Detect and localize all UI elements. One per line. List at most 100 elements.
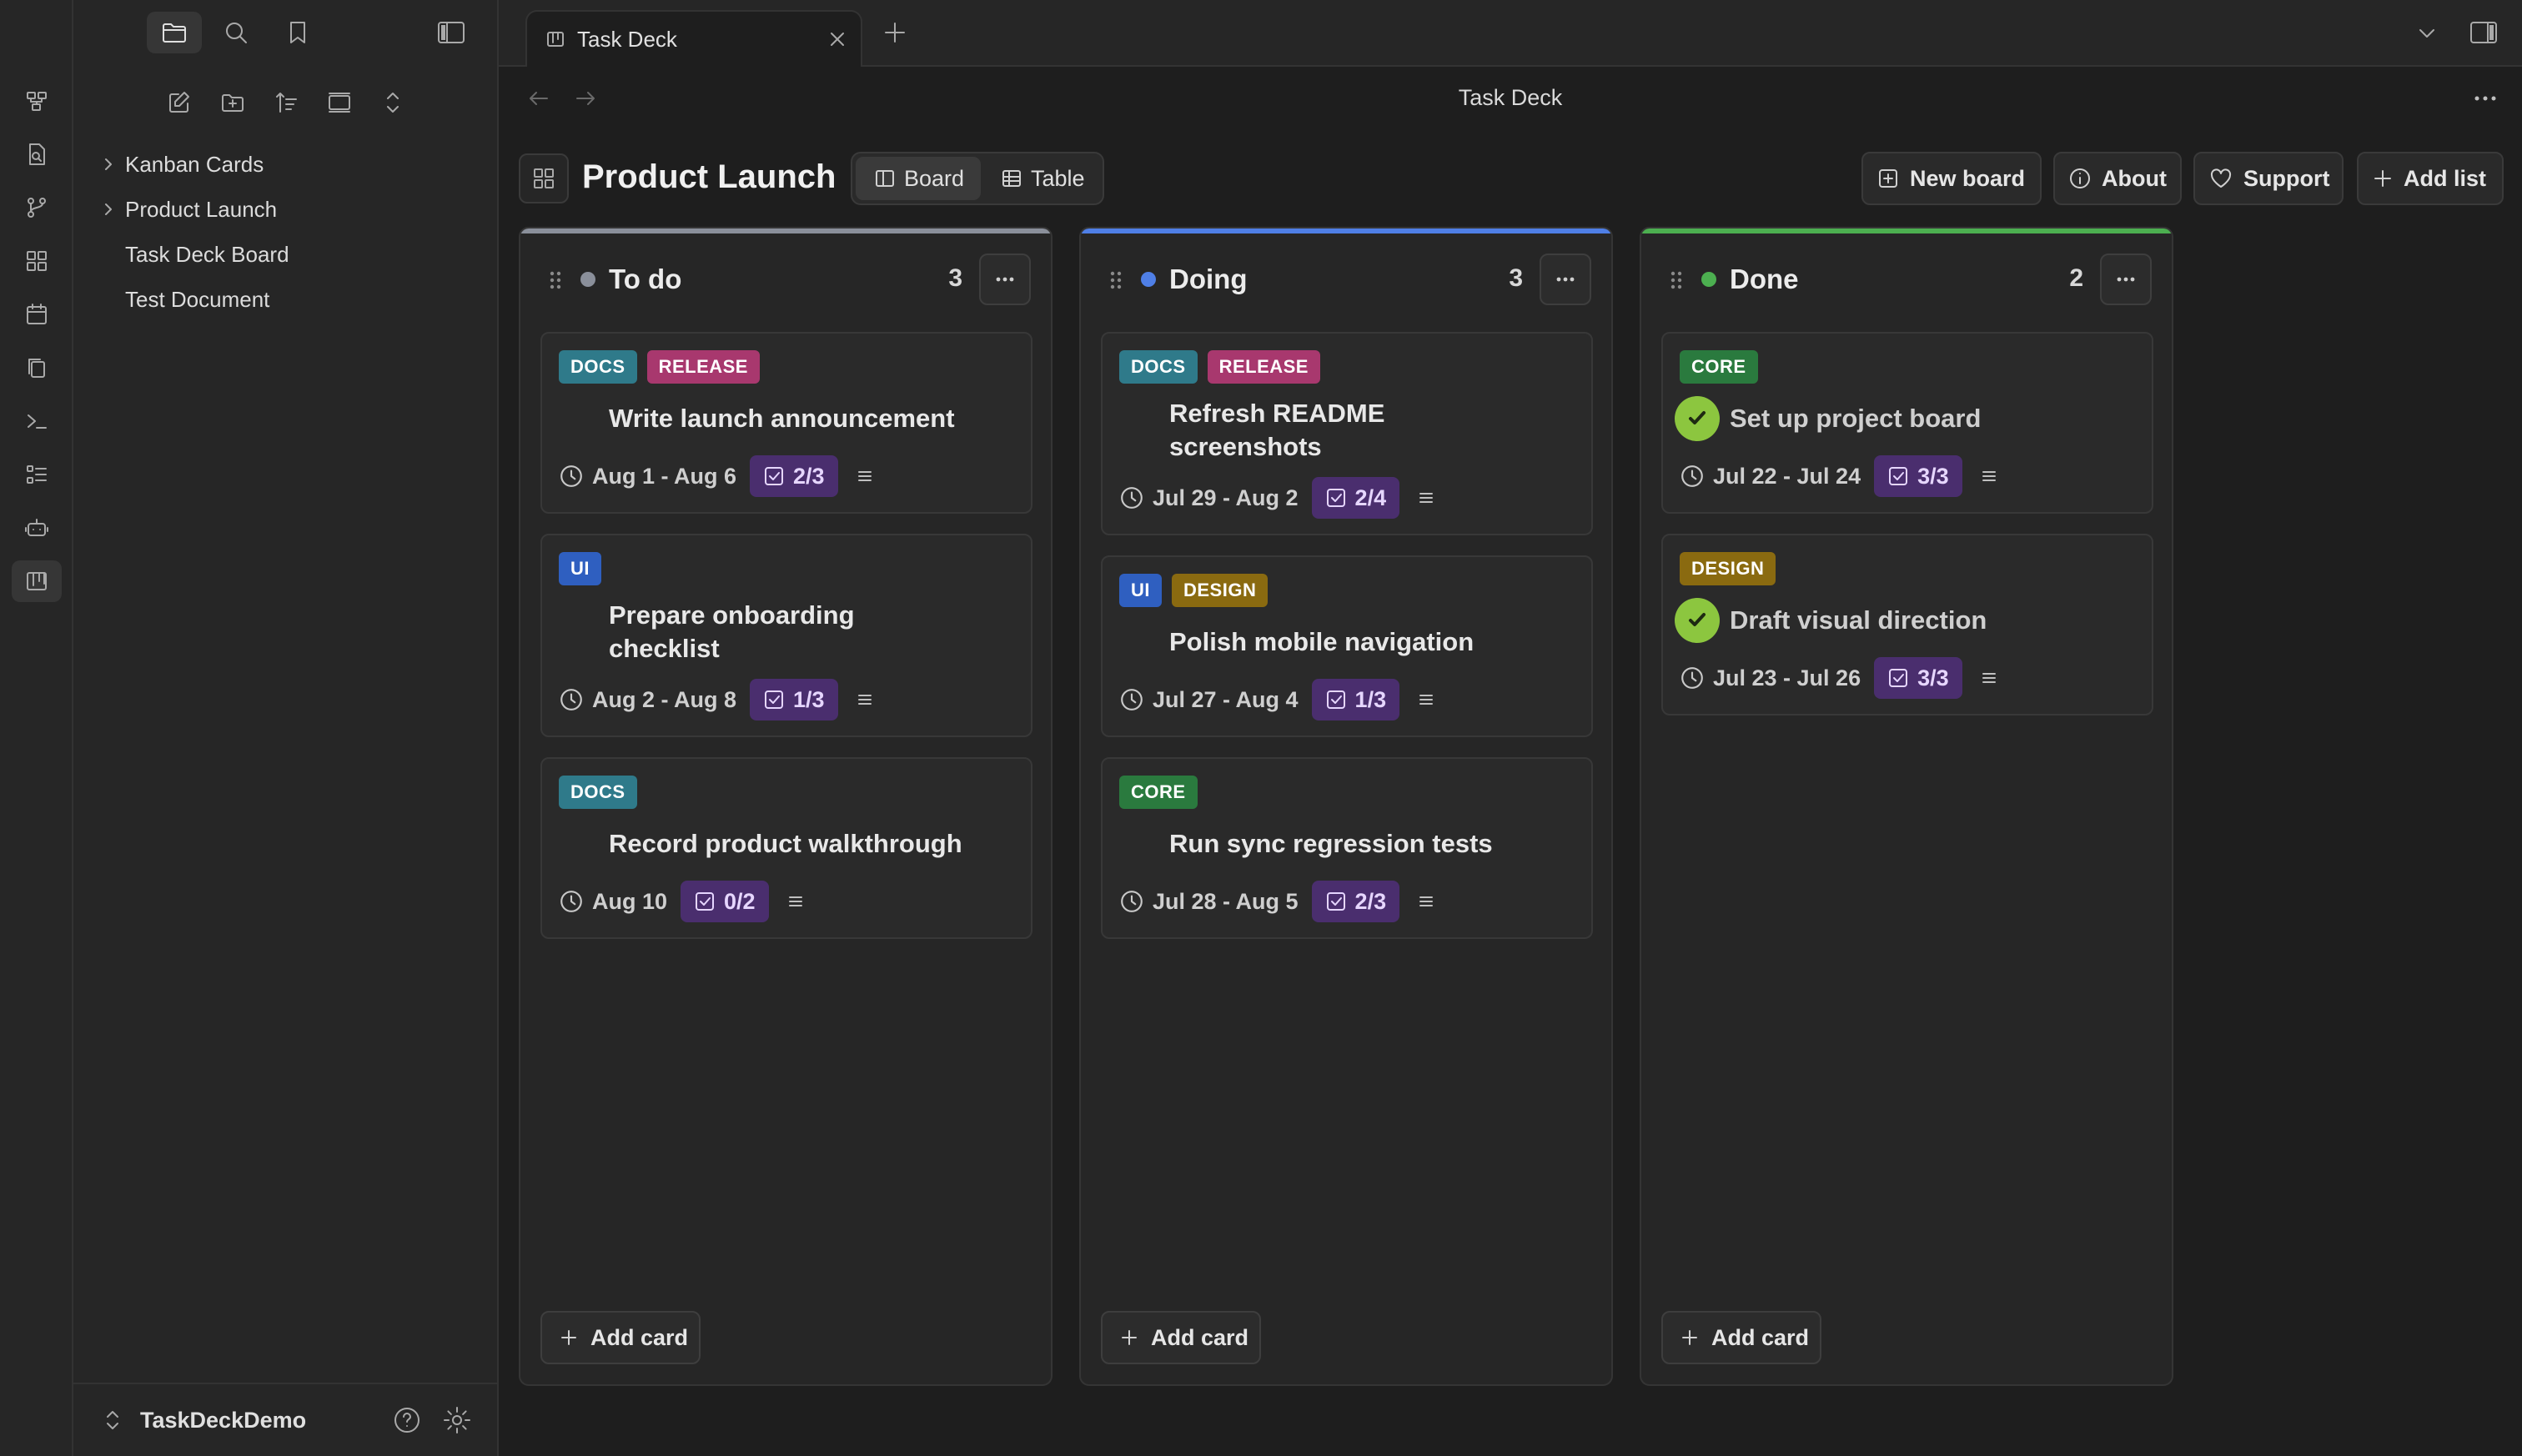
- checklist-progress-value: 0/2: [724, 888, 756, 914]
- vault-switcher[interactable]: TaskDeckDemo: [73, 1383, 499, 1456]
- checklist-progress-badge[interactable]: 0/2: [681, 881, 769, 922]
- board-view-button[interactable]: Board: [856, 157, 981, 200]
- drag-handle-icon[interactable]: [1666, 269, 1686, 292]
- completed-check-icon[interactable]: [1675, 396, 1720, 441]
- search-file-icon[interactable]: [12, 133, 62, 175]
- new-note-icon[interactable]: [158, 82, 200, 123]
- tag-release[interactable]: RELEASE: [646, 350, 760, 384]
- add-card-button[interactable]: Add card: [1101, 1311, 1261, 1364]
- plus-icon: [1122, 1330, 1137, 1345]
- copy-icon[interactable]: [12, 347, 62, 389]
- completed-check-icon[interactable]: [1675, 598, 1720, 643]
- drag-handle-icon[interactable]: [545, 269, 565, 292]
- checklist-progress-badge[interactable]: 3/3: [1874, 657, 1962, 699]
- column-menu-button[interactable]: [979, 254, 1031, 305]
- tag-release[interactable]: RELEASE: [1207, 350, 1320, 384]
- card-title: Run sync regression tests: [1169, 827, 1493, 861]
- checklist-progress-badge[interactable]: 2/4: [1311, 477, 1400, 519]
- sort-icon[interactable]: [265, 82, 307, 123]
- card-meta: Jul 27 - Aug 4 1/3: [1119, 679, 1434, 720]
- tag-docs[interactable]: DOCS: [1119, 350, 1198, 384]
- column-menu-button[interactable]: [2100, 254, 2152, 305]
- tab-strip: Task Deck: [499, 0, 2522, 67]
- card-title: Prepare onboarding checklist: [609, 599, 855, 665]
- tag-docs[interactable]: DOCS: [559, 350, 637, 384]
- new-tab-icon[interactable]: [882, 20, 907, 45]
- add-list-button[interactable]: Add list: [2357, 152, 2504, 205]
- expand-all-icon[interactable]: [372, 82, 414, 123]
- table-view-button[interactable]: Table: [982, 157, 1101, 200]
- bot-icon[interactable]: [12, 507, 62, 549]
- vault-name: TaskDeckDemo: [140, 1407, 307, 1433]
- tag-docs[interactable]: DOCS: [559, 776, 637, 809]
- board-switcher-button[interactable]: [519, 153, 569, 203]
- kanban-card[interactable]: DOCS Record product walkthrough Aug 10 0/2: [540, 757, 1032, 939]
- kanban-card[interactable]: DESIGN Draft visual direction Jul 23 - Jul…: [1661, 534, 2153, 715]
- about-button[interactable]: About: [2053, 152, 2182, 205]
- files-tab-button[interactable]: [147, 12, 202, 53]
- drag-handle-icon[interactable]: [1106, 269, 1126, 292]
- add-card-button[interactable]: Add card: [540, 1311, 701, 1364]
- kanban-card[interactable]: UI Prepare onboarding checklist Aug 2 - Aug…: [540, 534, 1032, 737]
- tree-file-task-deck-board[interactable]: Task Deck Board: [93, 233, 289, 275]
- chevron-right-icon: [93, 202, 123, 217]
- back-arrow-icon[interactable]: [527, 87, 550, 110]
- support-button[interactable]: Support: [2193, 152, 2344, 205]
- card-title: Set up project board: [1730, 402, 1981, 435]
- kanban-card[interactable]: CORE Run sync regression tests Jul 28 - Au…: [1101, 757, 1593, 939]
- chevron-down-icon[interactable]: [2415, 22, 2439, 45]
- tag-core[interactable]: CORE: [1119, 776, 1198, 809]
- checklist-progress-badge[interactable]: 2/3: [750, 455, 838, 497]
- checklist-progress-badge[interactable]: 2/3: [1311, 881, 1400, 922]
- tag-core[interactable]: CORE: [1680, 350, 1758, 384]
- tree-folder-kanban-cards[interactable]: Kanban Cards: [93, 143, 264, 185]
- kanban-card[interactable]: DOCS RELEASE Refresh README screenshots Jul …: [1101, 332, 1593, 535]
- tag-ui[interactable]: UI: [1119, 574, 1162, 607]
- kanban-icon[interactable]: [12, 560, 62, 602]
- kanban-card[interactable]: CORE Set up project board Jul 22 - Jul 24 3…: [1661, 332, 2153, 514]
- columns-icon: [876, 170, 894, 187]
- checklist-progress-badge[interactable]: 1/3: [1311, 679, 1400, 720]
- graph-view-icon[interactable]: [12, 80, 62, 122]
- toggle-sidebar-icon[interactable]: [424, 12, 479, 53]
- checklist-progress-badge[interactable]: 1/3: [750, 679, 838, 720]
- kanban-card[interactable]: UI DESIGN Polish mobile navigation Jul 27 -…: [1101, 555, 1593, 737]
- settings-gear-icon[interactable]: [442, 1405, 472, 1435]
- card-tags: CORE: [1119, 776, 1208, 809]
- search-tab-button[interactable]: [208, 12, 264, 53]
- card-title-line: Set up project board: [1730, 404, 1982, 433]
- new-board-button[interactable]: New board: [1861, 152, 2042, 205]
- plus-icon: [561, 1330, 576, 1345]
- tag-ui[interactable]: UI: [559, 552, 601, 585]
- plus-icon: [1682, 1330, 1697, 1345]
- card-meta: Jul 22 - Jul 24 3/3: [1680, 455, 1997, 497]
- git-branch-icon[interactable]: [12, 187, 62, 228]
- column-menu-button[interactable]: [1540, 254, 1591, 305]
- tag-design[interactable]: DESIGN: [1172, 574, 1269, 607]
- tree-file-test-document[interactable]: Test Document: [93, 279, 269, 320]
- help-icon[interactable]: [392, 1405, 422, 1435]
- add-card-button[interactable]: Add card: [1661, 1311, 1821, 1364]
- checklist-progress-badge[interactable]: 3/3: [1874, 455, 1962, 497]
- dashboard-icon[interactable]: [12, 240, 62, 282]
- view-header: Task Deck: [499, 67, 2522, 127]
- tab-task-deck[interactable]: Task Deck: [525, 10, 862, 67]
- new-folder-icon[interactable]: [212, 82, 254, 123]
- more-options-icon[interactable]: [2472, 87, 2499, 110]
- checklist-progress-value: 3/3: [1917, 463, 1949, 489]
- bookmarks-tab-button[interactable]: [270, 12, 325, 53]
- toggle-right-sidebar-icon[interactable]: [2469, 18, 2499, 47]
- kanban-card[interactable]: DOCS RELEASE Write launch announcement Aug …: [540, 332, 1032, 514]
- card-meta: Aug 1 - Aug 6 2/3: [559, 455, 873, 497]
- calendar-icon[interactable]: [12, 294, 62, 335]
- terminal-icon[interactable]: [12, 400, 62, 442]
- tree-folder-product-launch[interactable]: Product Launch: [93, 188, 277, 230]
- heart-icon: [2210, 168, 2232, 188]
- tag-design[interactable]: DESIGN: [1680, 552, 1776, 585]
- checklist-progress-value: 2/3: [1354, 888, 1387, 914]
- forward-arrow-icon[interactable]: [574, 87, 597, 110]
- collapse-view-icon[interactable]: [319, 82, 360, 123]
- list-icon[interactable]: [12, 454, 62, 495]
- status-dot: [1141, 272, 1156, 287]
- close-tab-icon[interactable]: [827, 29, 847, 49]
